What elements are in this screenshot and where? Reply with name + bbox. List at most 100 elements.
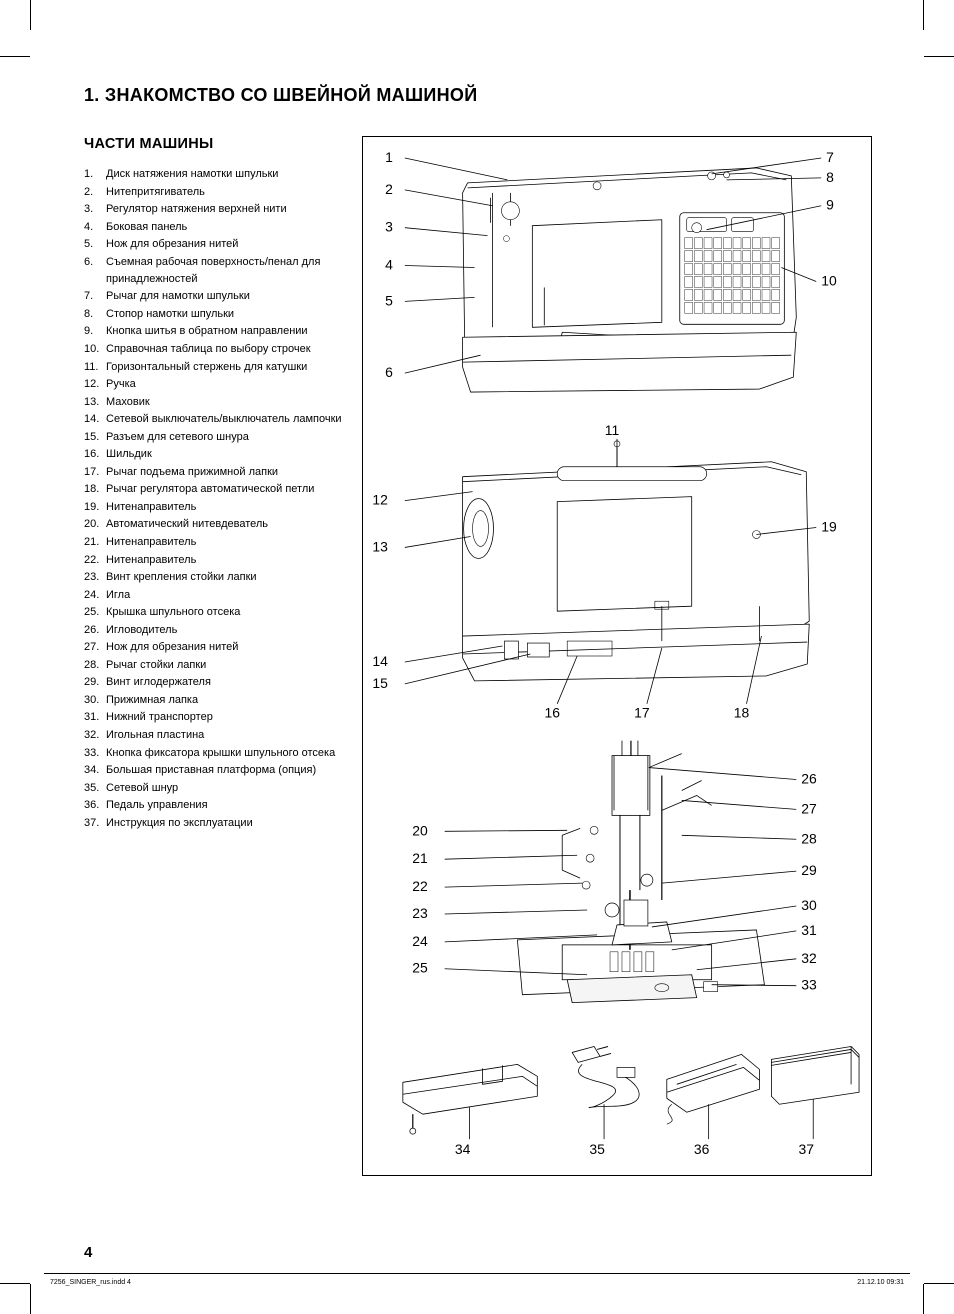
parts-list-item-text: Съемная рабочая поверхность/пенал для пр… (106, 256, 320, 285)
crop-mark (30, 1284, 31, 1314)
svg-text:3: 3 (385, 219, 393, 235)
svg-text:20: 20 (412, 822, 428, 838)
parts-list-item: 15.Разъем для сетевого шнура (84, 429, 354, 446)
svg-text:26: 26 (801, 770, 817, 786)
parts-list-item: 4. Боковая панель (84, 219, 354, 236)
parts-list-item-number: 9. (84, 323, 93, 340)
parts-list-item: 25. Крышка шпульного отсека (84, 604, 354, 621)
parts-list-item-text: Игольная пластина (106, 729, 204, 741)
parts-list-item-number: 36. (84, 797, 99, 814)
svg-text:11: 11 (605, 422, 620, 438)
svg-text:28: 28 (801, 830, 817, 846)
parts-list-item-number: 2. (84, 184, 93, 201)
parts-list-item-text: Кнопка шитья в обратном направлении (106, 325, 308, 337)
parts-list-item: 6. Съемная рабочая поверхность/пенал для … (84, 254, 354, 288)
parts-list-item-number: 22. (84, 552, 99, 569)
parts-list-item-text: Шильдик (106, 448, 152, 460)
parts-list-item-text: Рычаг подъема прижимной лапки (106, 466, 278, 478)
parts-list-item: 35.Сетевой шнур (84, 780, 354, 797)
parts-list-item-number: 20. (84, 516, 99, 533)
parts-list-item-text: Нитенаправитель (106, 554, 196, 566)
parts-list-item: 16. Шильдик (84, 446, 354, 463)
svg-text:22: 22 (412, 878, 428, 894)
parts-list-item-number: 7. (84, 288, 93, 305)
svg-text:5: 5 (385, 292, 393, 308)
parts-list-item: 22. Нитенаправитель (84, 552, 354, 569)
parts-list-item-text: Горизонтальный стержень для катушки (106, 361, 307, 373)
parts-list-item: 24.Игла (84, 587, 354, 604)
parts-list-column: ЧАСТИ МАШИНЫ 1.Диск натяжения намотки шп… (84, 136, 354, 832)
svg-text:36: 36 (694, 1141, 710, 1157)
parts-list-item: 10.Справочная таблица по выбору строчек (84, 341, 354, 358)
parts-list-item-text: Большая приставная платформа (опция) (106, 764, 316, 776)
parts-list-item-number: 5. (84, 236, 93, 253)
parts-list-item: 37.Инструкция по эксплуатации (84, 815, 354, 832)
parts-list-item: 5.Нож для обрезания нитей (84, 236, 354, 253)
parts-list-item-number: 34. (84, 762, 99, 779)
parts-list-item-number: 4. (84, 219, 93, 236)
page: 1. ЗНАКОМСТВО СО ШВЕЙНОЙ МАШИНОЙ ЧАСТИ М… (0, 0, 954, 1314)
svg-text:32: 32 (801, 950, 817, 966)
parts-list-item: 30. Прижимная лапка (84, 692, 354, 709)
parts-list-item: 21.Нитенаправитель (84, 534, 354, 551)
svg-text:2: 2 (385, 181, 393, 197)
parts-list-item-text: Диск натяжения намотки шпульки (106, 168, 278, 180)
parts-list-item: 26. Игловодитель (84, 622, 354, 639)
parts-list-item-text: Игла (106, 589, 130, 601)
parts-list-item: 23.Винт крепления стойки лапки (84, 569, 354, 586)
parts-list-item-text: Кнопка фиксатора крышки шпульного отсека (106, 747, 335, 759)
parts-list-item-number: 18. (84, 481, 99, 498)
parts-list-item-text: Нож для обрезания нитей (106, 641, 238, 653)
parts-list-item: 33. Кнопка фиксатора крышки шпульного отс… (84, 745, 354, 762)
parts-list-item-text: Боковая панель (106, 221, 187, 233)
parts-list-item-text: Маховик (106, 396, 150, 408)
parts-list-item-text: Винт крепления стойки лапки (106, 571, 257, 583)
parts-list-item-text: Разъем для сетевого шнура (106, 431, 249, 443)
parts-list-item: 28.Рычаг стойки лапки (84, 657, 354, 674)
parts-list-item-number: 33. (84, 745, 99, 762)
svg-text:33: 33 (801, 977, 817, 993)
parts-list-item: 7.Рычаг для намотки шпульки (84, 288, 354, 305)
parts-list-item-text: Игловодитель (106, 624, 177, 636)
parts-list-item-number: 35. (84, 780, 99, 797)
parts-list-item-number: 14. (84, 411, 99, 428)
svg-text:14: 14 (372, 653, 388, 669)
parts-list-item-text: Рычаг регулятора автоматической петли (106, 483, 314, 495)
parts-list-item-text: Ручка (106, 378, 136, 390)
parts-list-item-text: Прижимная лапка (106, 694, 198, 706)
parts-list-item-number: 6. (84, 254, 93, 271)
crop-mark (924, 1283, 954, 1284)
svg-text:21: 21 (412, 850, 428, 866)
svg-text:8: 8 (826, 169, 834, 185)
svg-text:19: 19 (821, 518, 837, 534)
parts-list-item-text: Крышка шпульного отсека (106, 606, 240, 618)
footer-timestamp: 21.12.10 09:31 (857, 1279, 904, 1286)
parts-list-item: 36.Педаль управления (84, 797, 354, 814)
parts-list-item-text: Инструкция по эксплуатации (106, 817, 253, 829)
parts-list-item: 19.Нитенаправитель (84, 499, 354, 516)
parts-list-item-number: 8. (84, 306, 93, 323)
svg-text:13: 13 (372, 538, 388, 554)
parts-list-item-text: Винт иглодержателя (106, 676, 211, 688)
parts-list-item: 12.Ручка (84, 376, 354, 393)
crop-mark (924, 56, 954, 57)
svg-text:15: 15 (372, 675, 388, 691)
parts-list-item-number: 25. (84, 604, 99, 621)
svg-text:18: 18 (734, 705, 750, 721)
crop-mark (923, 1284, 924, 1314)
section-title: 1. ЗНАКОМСТВО СО ШВЕЙНОЙ МАШИНОЙ (84, 85, 874, 106)
footer-file-info: 7256_SINGER_rus.indd 4 (50, 1279, 131, 1286)
parts-list-item-number: 32. (84, 727, 99, 744)
crop-mark (923, 0, 924, 30)
crop-mark (0, 1283, 30, 1284)
parts-list-item-text: Сетевой выключатель/выключатель лампочки (106, 413, 342, 425)
parts-list-item-number: 17. (84, 464, 99, 481)
parts-list-item-number: 26. (84, 622, 99, 639)
figure-column: 1234567891011121314151916171820212223242… (362, 136, 874, 1176)
svg-text:1: 1 (385, 149, 393, 165)
parts-list-item-number: 30. (84, 692, 99, 709)
parts-list-item-number: 16. (84, 446, 99, 463)
svg-text:27: 27 (801, 800, 817, 816)
parts-list-item: 29.Винт иглодержателя (84, 674, 354, 691)
svg-text:12: 12 (372, 492, 388, 508)
